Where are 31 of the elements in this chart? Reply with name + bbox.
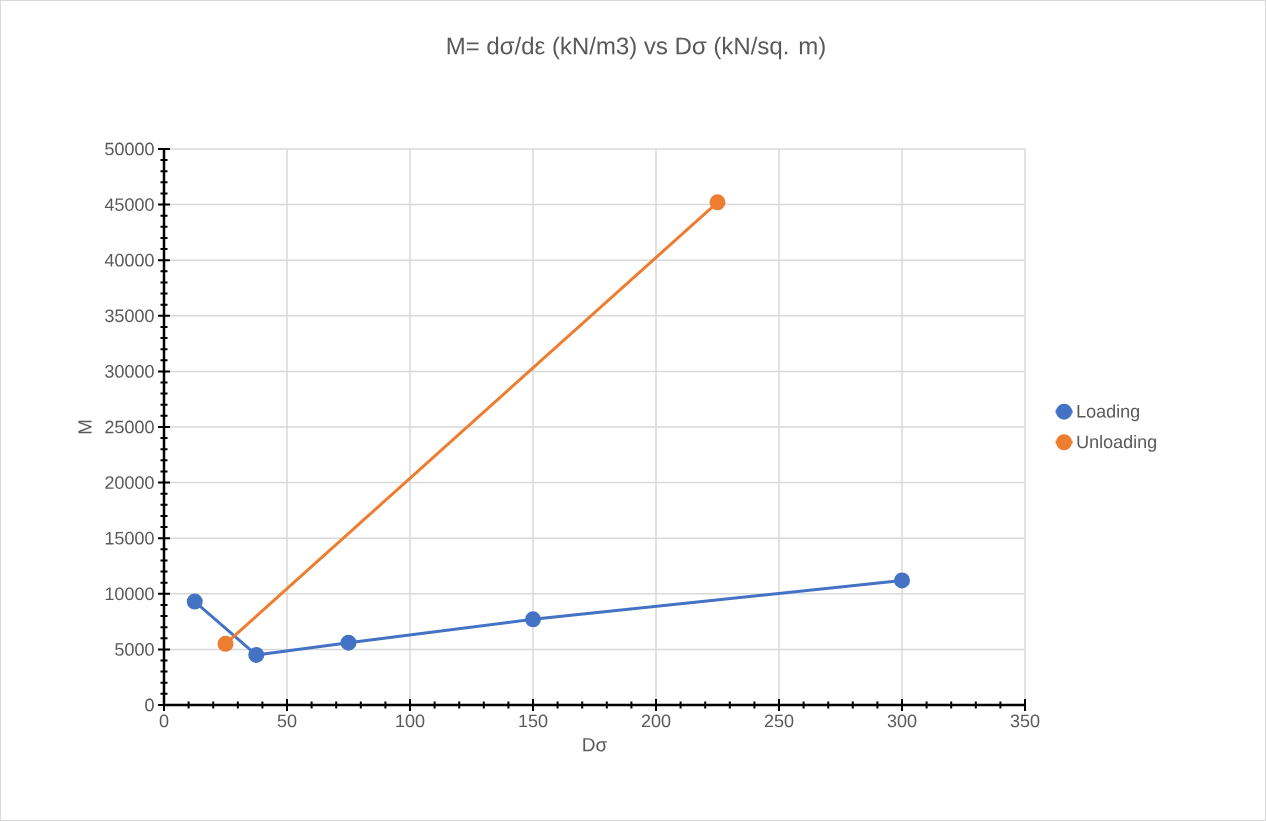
x-tick-label: 100 bbox=[396, 714, 425, 728]
x-tick-label: 150 bbox=[519, 714, 548, 728]
y-tick-label: 25000 bbox=[105, 420, 154, 434]
x-axis-title: Dσ bbox=[583, 738, 607, 752]
x-tick-label: 250 bbox=[764, 714, 794, 728]
point bbox=[709, 194, 726, 211]
legend-label: Loading bbox=[1077, 404, 1139, 422]
y-tick-label: 50000 bbox=[105, 142, 154, 156]
x-tick-label: 0 bbox=[159, 714, 169, 728]
y-tick-label: 20000 bbox=[105, 476, 154, 489]
y-tick-label: 0 bbox=[145, 698, 154, 712]
point bbox=[340, 634, 357, 651]
y-tick-label: 5000 bbox=[115, 643, 154, 656]
x-tick-label: 200 bbox=[641, 714, 671, 728]
y-tick-label: 15000 bbox=[105, 531, 154, 545]
y-axis-title: M bbox=[78, 420, 92, 434]
point bbox=[248, 646, 265, 663]
point bbox=[894, 572, 910, 589]
legend-label: Unloading bbox=[1077, 434, 1156, 452]
point bbox=[525, 611, 542, 628]
y-tick-label: 35000 bbox=[105, 309, 154, 323]
y-tick-label: 30000 bbox=[105, 365, 154, 378]
point bbox=[217, 635, 234, 652]
point bbox=[186, 593, 203, 610]
x-tick-label: 350 bbox=[1010, 714, 1040, 728]
y-tick-label: 40000 bbox=[104, 253, 154, 267]
y-tick-label: 45000 bbox=[104, 198, 154, 211]
y-tick-label: 10000 bbox=[105, 587, 154, 601]
x-tick-label: 50 bbox=[277, 714, 297, 728]
x-tick-label: 300 bbox=[887, 714, 917, 728]
chart-title: M= dσ/dε (kN/m3) vs Dσ (kN/sq. m) bbox=[447, 36, 825, 60]
